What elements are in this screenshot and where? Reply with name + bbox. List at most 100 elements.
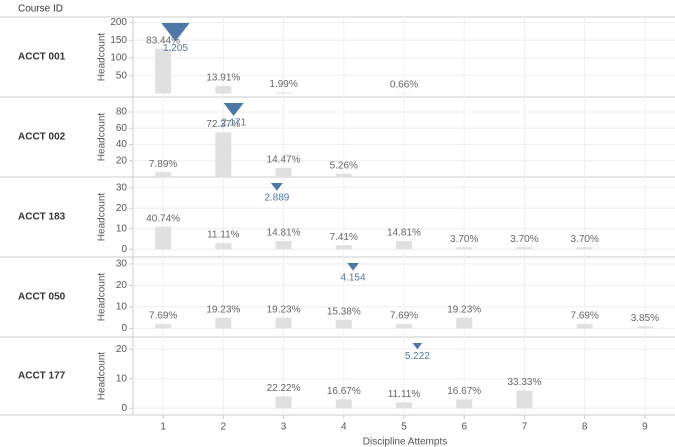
percent-label: 3.70%: [570, 234, 598, 245]
mean-marker: [412, 343, 423, 350]
percent-label: 7.69%: [149, 311, 177, 322]
bar: [155, 324, 172, 329]
course-label: ACCT 183: [18, 212, 66, 223]
percent-label: 83.44%: [146, 35, 180, 46]
column-header: Course ID: [18, 4, 63, 15]
y-axis-title: Headcount: [97, 33, 108, 82]
percent-label: 72.37%: [206, 119, 240, 130]
percent-label: 16.67%: [327, 386, 361, 397]
percent-label: 19.23%: [267, 304, 301, 315]
course-label: ACCT 001: [18, 52, 66, 63]
percent-label: 40.74%: [146, 213, 180, 224]
percent-label: 11.11%: [207, 230, 240, 241]
percent-label: 5.26%: [330, 160, 358, 171]
bar: [155, 48, 172, 94]
y-tick-label: 60: [116, 123, 128, 134]
percent-label: 14.81%: [387, 228, 421, 239]
y-axis-title: Headcount: [97, 193, 108, 242]
bar: [335, 245, 352, 250]
percent-label: 14.47%: [267, 155, 301, 166]
percent-label: 3.70%: [510, 234, 538, 245]
y-tick-label: 40: [116, 139, 128, 150]
bar: [275, 92, 292, 94]
y-tick-label: 150: [110, 35, 127, 46]
y-tick-label: 20: [116, 344, 128, 355]
mean-label: 4.154: [341, 272, 366, 283]
mean-label: 5.222: [405, 351, 430, 362]
percent-label: 15.38%: [327, 306, 361, 317]
percent-label: 7.69%: [570, 311, 598, 322]
percent-label: 7.89%: [149, 159, 177, 170]
bar: [275, 317, 292, 329]
bar: [456, 247, 473, 250]
course-label: ACCT 050: [18, 292, 66, 303]
percent-label: 22.22%: [267, 383, 301, 394]
mean-label: 1.205: [163, 43, 188, 54]
x-tick-label: 4: [341, 422, 347, 433]
percent-label: 33.33%: [507, 377, 541, 388]
mean-marker: [347, 263, 359, 271]
x-tick-label: 8: [582, 422, 588, 433]
bar: [456, 399, 473, 409]
bar: [335, 399, 352, 409]
y-tick-label: 20: [116, 203, 128, 214]
x-tick-label: 7: [522, 422, 528, 433]
y-tick-label: 200: [110, 17, 127, 28]
bar: [396, 402, 412, 409]
y-tick-label: 30: [116, 259, 128, 270]
percent-label: 19.23%: [206, 304, 240, 315]
bar: [215, 132, 232, 177]
course-label: ACCT 002: [18, 132, 66, 143]
y-tick-label: 10: [116, 223, 128, 234]
percent-label: 19.23%: [447, 304, 481, 315]
y-tick-label: 20: [116, 155, 128, 166]
percent-label: 7.69%: [390, 311, 418, 322]
y-axis-title: Headcount: [97, 113, 108, 162]
x-tick-label: 5: [401, 422, 407, 433]
bar: [335, 319, 352, 329]
x-axis-title: Discipline Attempts: [363, 437, 447, 447]
bar: [275, 241, 292, 250]
x-tick-label: 6: [461, 422, 467, 433]
bar: [396, 324, 412, 329]
bar: [516, 390, 533, 409]
bar: [516, 247, 533, 250]
y-tick-label: 0: [121, 403, 127, 414]
bar: [576, 247, 593, 250]
y-axis-title: Headcount: [97, 273, 108, 322]
bar: [456, 317, 473, 329]
bar: [396, 241, 412, 250]
y-tick-label: 0: [121, 244, 127, 255]
percent-label: 11.11%: [388, 389, 421, 400]
percent-label: 1.99%: [269, 79, 297, 90]
percent-label: 3.70%: [450, 234, 478, 245]
bar: [636, 326, 653, 329]
y-tick-label: 0: [121, 323, 127, 334]
y-tick-label: 30: [116, 182, 128, 193]
y-tick-label: 20: [116, 280, 128, 291]
y-tick-label: 10: [116, 302, 128, 313]
percent-label: 16.67%: [447, 386, 481, 397]
mean-label: 2.171: [221, 118, 246, 129]
course-label: ACCT 177: [18, 371, 66, 382]
bar: [275, 168, 292, 177]
x-tick-label: 3: [281, 422, 287, 433]
y-tick-label: 10: [116, 373, 128, 384]
x-tick-label: 9: [642, 422, 648, 433]
bar: [576, 324, 593, 329]
bar: [155, 226, 172, 250]
bar: [155, 172, 172, 177]
percent-label: 13.91%: [206, 73, 240, 84]
mean-marker: [270, 183, 283, 191]
y-tick-label: 100: [110, 53, 127, 64]
percent-label: 0.66%: [390, 80, 418, 91]
bar: [335, 173, 352, 177]
percent-label: 7.41%: [330, 232, 358, 243]
y-tick-label: 80: [116, 107, 128, 118]
mean-label: 2.889: [264, 192, 289, 203]
y-tick-label: 50: [116, 70, 128, 81]
x-tick-label: 2: [221, 422, 227, 433]
percent-label: 14.81%: [267, 228, 301, 239]
x-tick-label: 1: [160, 422, 166, 433]
